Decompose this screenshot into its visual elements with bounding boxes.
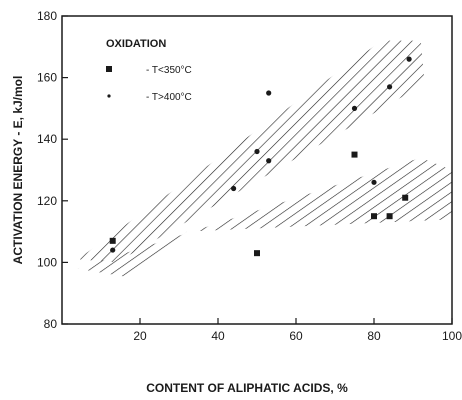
y-tick-label: 80 [44, 317, 58, 331]
data-point-dot [406, 56, 412, 62]
data-point-square [371, 213, 377, 220]
x-axis-title: CONTENT OF ALIPHATIC ACIDS, % [146, 381, 348, 395]
data-point-dot [387, 84, 393, 90]
y-tick-label: 140 [37, 132, 57, 146]
data-point-dot [231, 185, 237, 192]
x-tick-label: 100 [442, 329, 462, 343]
x-tick-label: 80 [367, 329, 381, 343]
legend-square-marker [106, 66, 112, 72]
data-point-square [109, 237, 116, 244]
y-axis-title: ACTIVATION ENERGY - E, kJ/mol [11, 76, 25, 265]
legend-dot-marker [107, 94, 111, 98]
y-tick-label: 120 [37, 194, 57, 208]
plot-frame [61, 15, 453, 325]
data-point-dot [110, 247, 116, 253]
y-tick-label: 160 [37, 71, 57, 85]
legend: OXIDATION - T<350°C - T>400°C [106, 38, 192, 103]
hatched-band-upper [77, 40, 425, 263]
data-points [109, 56, 412, 257]
hatched-band-lower [77, 157, 452, 278]
legend-title: OXIDATION [106, 38, 166, 50]
data-point-square [254, 250, 260, 257]
data-point-dot [266, 90, 272, 96]
legend-entry-label: - T<350°C [146, 65, 192, 76]
data-point-dot [371, 179, 377, 185]
data-point-dot [254, 148, 260, 155]
x-tick-label: 40 [211, 329, 225, 343]
data-point-square [351, 151, 358, 158]
hatched-bands [77, 40, 452, 278]
data-point-dot [351, 105, 358, 111]
y-tick-label: 100 [37, 255, 57, 269]
legend-entry-label: - T>400°C [146, 92, 192, 103]
data-point-square [402, 194, 409, 201]
axis-ticks: 20 40 60 80 100 80 100 120 140 160 180 [37, 9, 462, 343]
data-point-square [386, 213, 393, 220]
data-point-dot [266, 158, 272, 164]
y-tick-label: 180 [37, 9, 57, 23]
x-tick-label: 20 [133, 329, 147, 343]
x-tick-label: 60 [289, 329, 303, 343]
